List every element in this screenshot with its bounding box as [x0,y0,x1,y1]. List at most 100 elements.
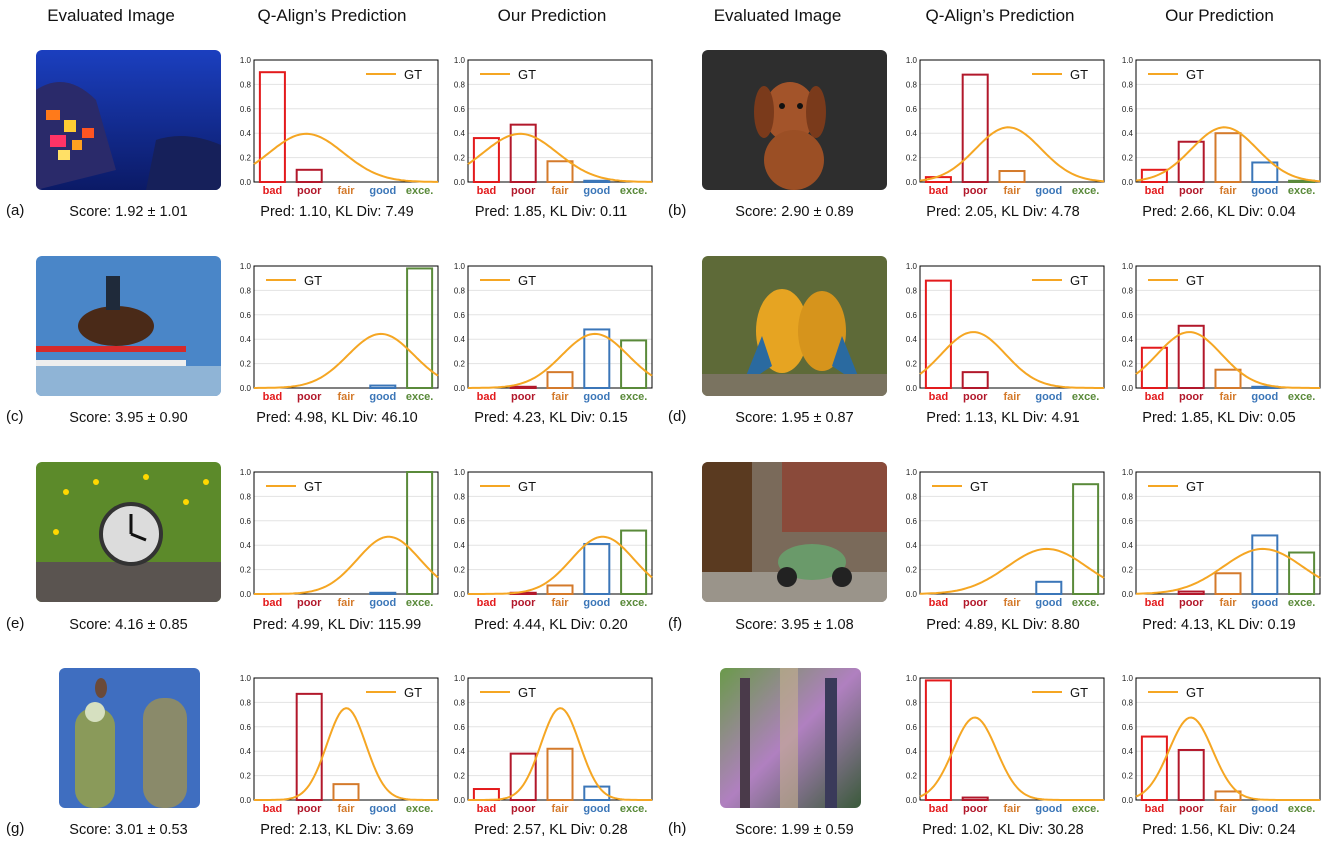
caption-g-ours: Pred: 2.57, KL Div: 0.28 [474,822,628,838]
gt-curve [468,535,653,595]
bar-good [583,785,611,802]
x-tick-label: fair [1219,597,1237,609]
y-tick-label: 0.6 [454,723,466,732]
bar-good [1251,534,1279,596]
x-tick-label: poor [1179,597,1204,609]
legend-label: GT [970,479,988,494]
x-tick-label: bad [1145,185,1165,197]
y-tick-label: 0.8 [454,80,466,89]
chart-svg-d-qalign: 0.0 0.2 0.4 0.6 0.8 1.0 bad poor fair good exce. GT [906,262,1105,403]
y-tick-label: 0.2 [1122,566,1134,575]
plot-frame [1135,59,1321,183]
bar-poor [1177,590,1205,595]
score-a: Score: 1.92 ± 1.01 [69,204,188,220]
plot-frame [467,59,653,183]
x-tick-label: bad [1145,597,1165,609]
y-tick-label: 0.6 [1122,105,1134,114]
header-our-prediction-left: Our Prediction [497,6,607,25]
x-tick-label: poor [297,803,322,815]
y-tick-label: 0.8 [240,698,252,707]
y-tick-label: 0.4 [240,335,252,344]
header-qalign-prediction-left: Q-Align’s Prediction [257,6,407,25]
bar-poor [1177,748,1205,802]
caption-e-qalign: Pred: 4.99, KL Div: 115.99 [252,617,422,633]
y-tick-label: 0.8 [1122,492,1134,501]
y-tick-label: 0.4 [1122,541,1134,550]
y-tick-label: 0.0 [454,178,466,187]
panel-label-c: (c) [6,408,24,425]
chart-b-ours: 0.0 0.2 0.4 0.6 0.8 1.0 bad poor fair good exce. GT [1114,52,1324,200]
chart-g-qalign: 0.0 0.2 0.4 0.6 0.8 1.0 bad poor fair good exce. GT [232,670,442,818]
x-tick-label: exce. [620,185,648,197]
y-tick-label: 0.0 [240,590,252,599]
y-tick-label: 0.0 [240,178,252,187]
y-tick-label: 0.2 [454,566,466,575]
caption-d-qalign: Pred: 1.13, KL Div: 4.91 [926,410,1080,426]
y-tick-label: 1.0 [454,674,466,683]
y-tick-label: 0.2 [240,360,252,369]
bar-good [1251,161,1279,184]
x-tick-label: bad [477,185,497,197]
y-tick-label: 0.2 [906,154,918,163]
chart-f-ours: 0.0 0.2 0.4 0.6 0.8 1.0 bad poor fair good exce. GT [1114,464,1324,612]
y-tick-label: 0.8 [906,80,918,89]
caption-f-ours: Pred: 4.13, KL Div: 0.19 [1142,617,1296,633]
x-tick-label: good [1035,803,1062,815]
y-tick-label: 0.6 [906,723,918,732]
y-tick-label: 0.2 [906,360,918,369]
y-tick-label: 0.2 [454,360,466,369]
y-tick-label: 0.8 [240,492,252,501]
x-tick-label: fair [551,803,569,815]
y-tick-label: 0.4 [454,129,466,138]
legend-label: GT [518,273,536,288]
chart-svg-e-ours: 0.0 0.2 0.4 0.6 0.8 1.0 bad poor fair good exce. GT [454,468,653,609]
chart-svg-c-qalign: 0.0 0.2 0.4 0.6 0.8 1.0 bad poor fair good exce. GT [240,262,439,403]
x-tick-label: bad [263,597,283,609]
bar-poor [509,752,537,801]
y-tick-label: 1.0 [906,262,918,271]
score-d: Score: 1.95 ± 0.87 [735,410,854,426]
chart-d-ours: 0.0 0.2 0.4 0.6 0.8 1.0 bad poor fair good exce. GT [1114,258,1324,406]
y-tick-label: 1.0 [1122,674,1134,683]
gt-curve [467,132,652,183]
x-tick-label: exce. [1072,185,1100,197]
chart-svg-d-ours: 0.0 0.2 0.4 0.6 0.8 1.0 bad poor fair good exce. GT [1122,262,1321,403]
legend-label: GT [404,67,422,82]
chart-e-qalign: 0.0 0.2 0.4 0.6 0.8 1.0 bad poor fair good exce. GT [232,464,442,612]
bar-bad [1140,735,1168,801]
x-tick-label: good [1035,597,1062,609]
chart-f-qalign: 0.0 0.2 0.4 0.6 0.8 1.0 bad poor fair good exce. GT [898,464,1108,612]
bar-bad [258,71,286,184]
chart-svg-g-qalign: 0.0 0.2 0.4 0.6 0.8 1.0 bad poor fair good exce. GT [240,674,439,815]
gt-curve [254,535,439,595]
x-tick-label: bad [929,391,949,403]
gt-curve [919,716,1104,801]
caption-d-ours: Pred: 1.85, KL Div: 0.05 [1142,410,1296,426]
x-tick-label: poor [1179,391,1204,403]
bar-poor [295,692,323,801]
panel-label-d: (d) [668,408,687,425]
chart-a-ours: 0.0 0.2 0.4 0.6 0.8 1.0 bad poor fair good exce. GT [446,52,656,200]
x-tick-label: good [369,391,396,403]
legend-label: GT [1186,479,1204,494]
x-tick-label: fair [1003,185,1021,197]
y-tick-label: 0.4 [240,541,252,550]
bar-good [369,384,397,389]
photo-h-forest [720,668,861,808]
x-tick-label: fair [1003,391,1021,403]
bar-exce [1072,483,1100,596]
bar-poor [509,123,537,184]
y-tick-label: 1.0 [454,262,466,271]
y-tick-label: 0.4 [906,129,918,138]
y-tick-label: 0.8 [454,492,466,501]
x-tick-label: exce. [1072,803,1100,815]
x-tick-label: exce. [406,391,434,403]
x-tick-label: poor [1179,803,1204,815]
y-tick-label: 0.4 [906,541,918,550]
y-tick-label: 0.8 [240,286,252,295]
legend-label: GT [518,685,536,700]
chart-c-ours: 0.0 0.2 0.4 0.6 0.8 1.0 bad poor fair good exce. GT [446,258,656,406]
score-g: Score: 3.01 ± 0.53 [69,822,188,838]
x-tick-label: good [583,597,610,609]
y-tick-label: 0.4 [1122,747,1134,756]
